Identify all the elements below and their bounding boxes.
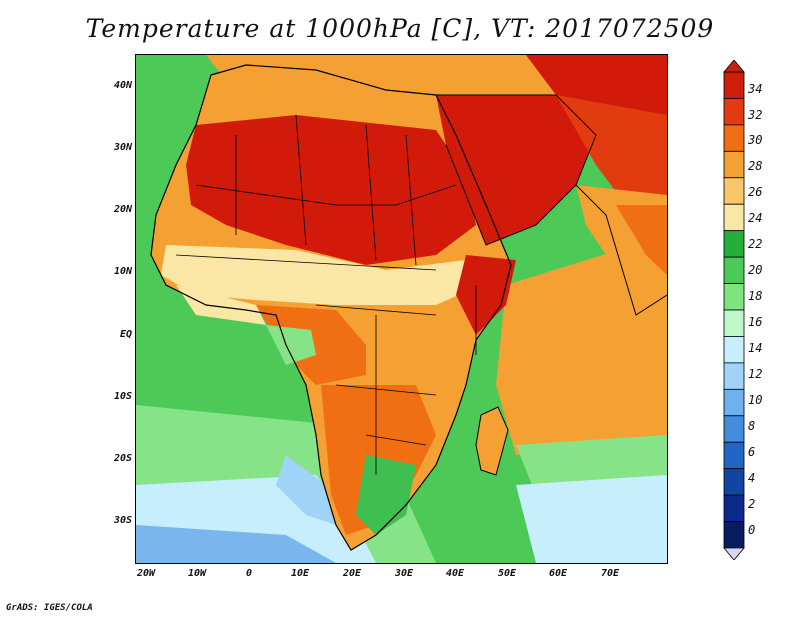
colorbar-label: 28 <box>748 159 763 173</box>
colorbar-swatch <box>723 494 745 522</box>
colorbar-label: 14 <box>748 341 763 355</box>
colorbar-label: 18 <box>748 289 763 303</box>
x-tick-label: 10E <box>290 568 310 579</box>
y-tick-label: 40N <box>113 80 132 91</box>
colorbar-swatch <box>723 388 745 417</box>
temperature-map <box>136 55 667 563</box>
madagascar <box>475 406 509 476</box>
y-tick-label: 30S <box>113 515 132 526</box>
x-tick-label: 70E <box>600 568 620 579</box>
x-tick-label: 30E <box>394 568 414 579</box>
colorbar-label: 30 <box>748 133 763 147</box>
benguela-cold <box>276 455 336 525</box>
colorbar-label: 12 <box>748 367 763 381</box>
colorbar-label: 32 <box>748 108 763 122</box>
colorbar-swatch <box>723 468 745 496</box>
colorbar-swatch <box>723 309 745 337</box>
y-tick-label: 20N <box>113 204 132 215</box>
horn-hot-region <box>456 255 516 335</box>
x-tick-label: 20W <box>136 568 156 579</box>
colorbar-label: 2 <box>748 497 756 511</box>
y-tick-label: 10S <box>113 391 132 402</box>
colorbar <box>723 60 745 560</box>
colorbar-swatch <box>723 177 745 205</box>
y-tick-label: 30N <box>113 142 132 153</box>
colorbar-swatch <box>723 203 745 232</box>
colorbar-swatch <box>723 441 745 470</box>
sahara-hot-region <box>186 115 476 265</box>
map-panel <box>135 54 668 564</box>
x-tick-label: 20E <box>342 568 362 579</box>
colorbar-label: 24 <box>748 211 763 225</box>
x-tick-label: 60E <box>548 568 568 579</box>
arabia-hot-region <box>436 95 596 245</box>
colorbar-swatch <box>723 98 745 126</box>
footer-credit: GrADS: IGES/COLA <box>6 603 93 613</box>
gulf-of-guinea-coast <box>176 285 266 325</box>
colorbar-label: 16 <box>748 315 763 329</box>
india-coastline <box>575 184 667 316</box>
x-tick-label: 10W <box>187 568 207 579</box>
colorbar-swatch <box>723 71 745 99</box>
colorbar-top-arrow <box>723 60 745 73</box>
colorbar-swatch <box>723 150 745 179</box>
africa-coastline <box>150 64 512 551</box>
india-warm <box>616 205 667 275</box>
x-tick-label: 0 <box>245 568 253 579</box>
colorbar-label: 0 <box>748 523 756 537</box>
colorbar-swatch <box>723 415 745 443</box>
country-borders <box>175 114 477 475</box>
colorbar-swatch <box>723 521 745 549</box>
central-africa-green <box>266 325 316 365</box>
colorbar-label: 34 <box>748 82 763 96</box>
colorbar-swatch <box>723 230 745 258</box>
colorbar-label: 10 <box>748 393 763 407</box>
south-africa-green <box>356 455 416 535</box>
y-tick-label: 10N <box>113 266 132 277</box>
colorbar-swatch <box>723 362 745 390</box>
y-tick-label: EQ <box>119 329 132 340</box>
colorbar-swatches <box>723 60 745 560</box>
colorbar-label: 4 <box>748 471 756 485</box>
colorbar-swatch <box>723 283 745 311</box>
x-tick-label: 40E <box>445 568 465 579</box>
colorbar-label: 20 <box>748 263 763 277</box>
colorbar-swatch <box>723 336 745 364</box>
colorbar-bottom-arrow <box>723 547 745 560</box>
arabia-coastline <box>436 94 597 246</box>
y-tick-label: 20S <box>113 453 132 464</box>
colorbar-label: 6 <box>748 445 756 459</box>
indian-ocean-cool <box>516 475 667 563</box>
colorbar-label: 8 <box>748 419 756 433</box>
colorbar-swatch <box>723 256 745 284</box>
south-atlantic-cold <box>136 525 336 563</box>
colorbar-label: 22 <box>748 237 763 251</box>
chart-title: Temperature at 1000hPa [C], VT: 20170725… <box>85 14 715 43</box>
sahel-band <box>161 245 481 305</box>
colorbar-label: 26 <box>748 185 763 199</box>
colorbar-swatch <box>723 124 745 152</box>
x-tick-label: 50E <box>497 568 517 579</box>
